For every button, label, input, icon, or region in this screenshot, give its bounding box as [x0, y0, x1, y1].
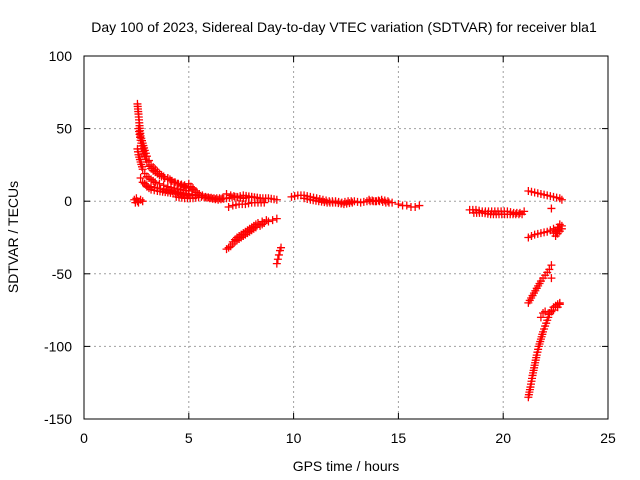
- y-tick-label: -150: [44, 411, 72, 427]
- data-point: [274, 250, 283, 259]
- x-tick-label: 0: [80, 430, 88, 446]
- data-point: [394, 200, 403, 209]
- data-point: [545, 265, 554, 274]
- data-point: [138, 197, 147, 206]
- data-point: [224, 243, 233, 252]
- data-point: [253, 218, 262, 227]
- data-point: [549, 306, 558, 315]
- data-point: [348, 198, 357, 207]
- data-point: [272, 214, 281, 223]
- y-tick-label: 100: [49, 48, 73, 64]
- data-point: [260, 198, 269, 207]
- x-axis-label: GPS time / hours: [293, 458, 400, 474]
- data-point: [155, 179, 164, 188]
- data-point: [415, 201, 424, 210]
- plot-frame: [83, 55, 609, 420]
- data-point: [518, 210, 527, 219]
- data-point: [402, 201, 411, 210]
- data-point: [547, 204, 556, 213]
- data-point: [411, 203, 420, 212]
- data-point: [388, 198, 397, 207]
- chart-title: Day 100 of 2023, Sidereal Day-to-day VTE…: [91, 19, 597, 35]
- y-tick-label: -50: [52, 266, 72, 282]
- x-tick-label: 25: [600, 430, 616, 446]
- data-point: [555, 220, 564, 229]
- data-point: [536, 313, 545, 322]
- y-tick-label: 50: [56, 121, 72, 137]
- data-point: [136, 173, 145, 182]
- data-point: [151, 178, 160, 187]
- data-point: [258, 217, 267, 226]
- x-tick-label: 10: [286, 430, 302, 446]
- x-tick-label: 5: [185, 430, 193, 446]
- x-tick-label: 15: [391, 430, 407, 446]
- data-point: [256, 194, 265, 203]
- data-point: [555, 300, 564, 309]
- data-point: [262, 216, 271, 225]
- data-point: [272, 259, 281, 268]
- data-markers: [130, 99, 566, 402]
- y-tick-label: 0: [64, 193, 72, 209]
- data-point: [273, 255, 282, 264]
- data-point: [547, 274, 556, 283]
- axis-ticks: 0 5 10 15 20 25 -150 -100 -50 0 50 100: [44, 48, 616, 446]
- data-point: [547, 261, 556, 270]
- data-point: [222, 189, 231, 198]
- data-point: [277, 243, 286, 252]
- data-point: [138, 165, 147, 174]
- data-point: [557, 195, 566, 204]
- y-tick-label: -100: [44, 338, 72, 354]
- data-point: [272, 195, 281, 204]
- x-tick-label: 20: [495, 430, 511, 446]
- data-point: [218, 194, 227, 203]
- data-point: [224, 203, 233, 212]
- y-axis-label: SDTVAR / TECUs: [5, 181, 21, 293]
- data-point: [383, 197, 392, 206]
